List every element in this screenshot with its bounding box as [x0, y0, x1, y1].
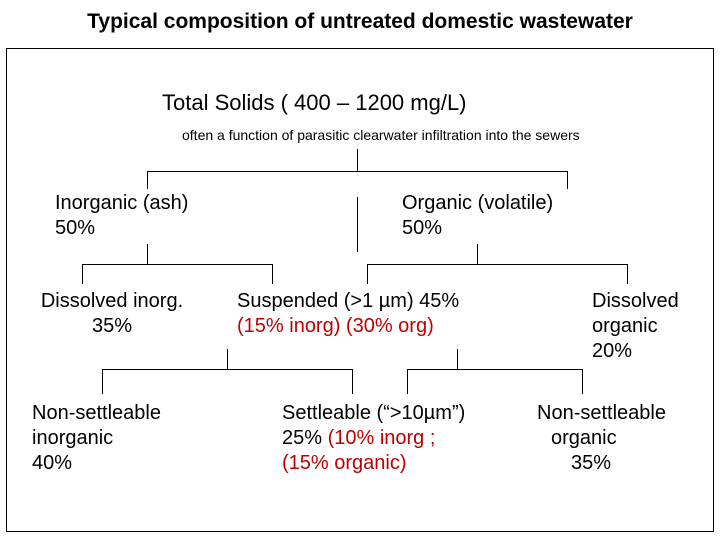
text: Non-settleable — [537, 402, 666, 424]
connector — [407, 369, 408, 394]
text: Inorganic (ash) — [55, 192, 188, 214]
text: 40% — [32, 452, 72, 474]
text: 35% — [537, 452, 611, 474]
text: Dissolved — [592, 290, 679, 312]
text: Suspended (>1 µm) 45% — [237, 290, 459, 312]
connector — [357, 197, 358, 252]
text-emphasis: (15% organic) — [282, 452, 407, 474]
connector — [582, 369, 583, 394]
l4-settleable: Settleable (“>10µm”) 25% (10% inorg ; (1… — [282, 401, 465, 476]
connector — [367, 264, 627, 265]
page-title: Typical composition of untreated domesti… — [0, 10, 720, 34]
connector — [357, 149, 358, 171]
text: Non-settleable — [32, 402, 161, 424]
l2-inorganic: Inorganic (ash) 50% — [55, 191, 188, 241]
root-subnote: often a function of parasitic clearwater… — [182, 127, 580, 143]
connector — [147, 171, 567, 172]
connector — [457, 349, 458, 369]
text-emphasis: (10% inorg ; — [322, 427, 435, 449]
text: organic — [537, 427, 617, 449]
l3-dissolved-inorg: Dissolved inorg. 35% — [7, 289, 217, 339]
connector — [227, 349, 228, 369]
l2-organic: Organic (volatile) 50% — [402, 191, 553, 241]
connector — [82, 264, 272, 265]
connector — [147, 171, 148, 189]
connector — [407, 369, 582, 370]
l4-nonsettle-org: Non-settleable organic 35% — [537, 401, 666, 476]
text: Dissolved inorg. — [41, 290, 183, 312]
connector — [567, 171, 568, 189]
text-emphasis: (15% inorg) (30% org) — [237, 315, 434, 337]
text: 20% — [592, 340, 632, 362]
connector — [147, 244, 148, 264]
connector — [477, 244, 478, 264]
text: inorganic — [32, 427, 113, 449]
connector — [102, 369, 352, 370]
connector — [82, 264, 83, 284]
diagram-frame: Total Solids ( 400 – 1200 mg/L) often a … — [6, 48, 714, 532]
text: organic — [592, 315, 658, 337]
connector — [367, 264, 368, 284]
connector — [352, 369, 353, 394]
text: 35% — [92, 315, 132, 337]
text: Organic (volatile) — [402, 192, 553, 214]
text: Settleable (“>10µm”) — [282, 402, 465, 424]
connector — [272, 264, 273, 284]
root-heading: Total Solids ( 400 – 1200 mg/L) — [162, 89, 467, 117]
text: 25% — [282, 427, 322, 449]
l3-dissolved-org: Dissolved organic 20% — [592, 289, 679, 364]
l3-suspended: Suspended (>1 µm) 45% (15% inorg) (30% o… — [237, 289, 459, 339]
text: 50% — [402, 217, 442, 239]
connector — [627, 264, 628, 284]
l4-nonsettle-inorg: Non-settleable inorganic 40% — [32, 401, 161, 476]
connector — [102, 369, 103, 394]
text: 50% — [55, 217, 95, 239]
